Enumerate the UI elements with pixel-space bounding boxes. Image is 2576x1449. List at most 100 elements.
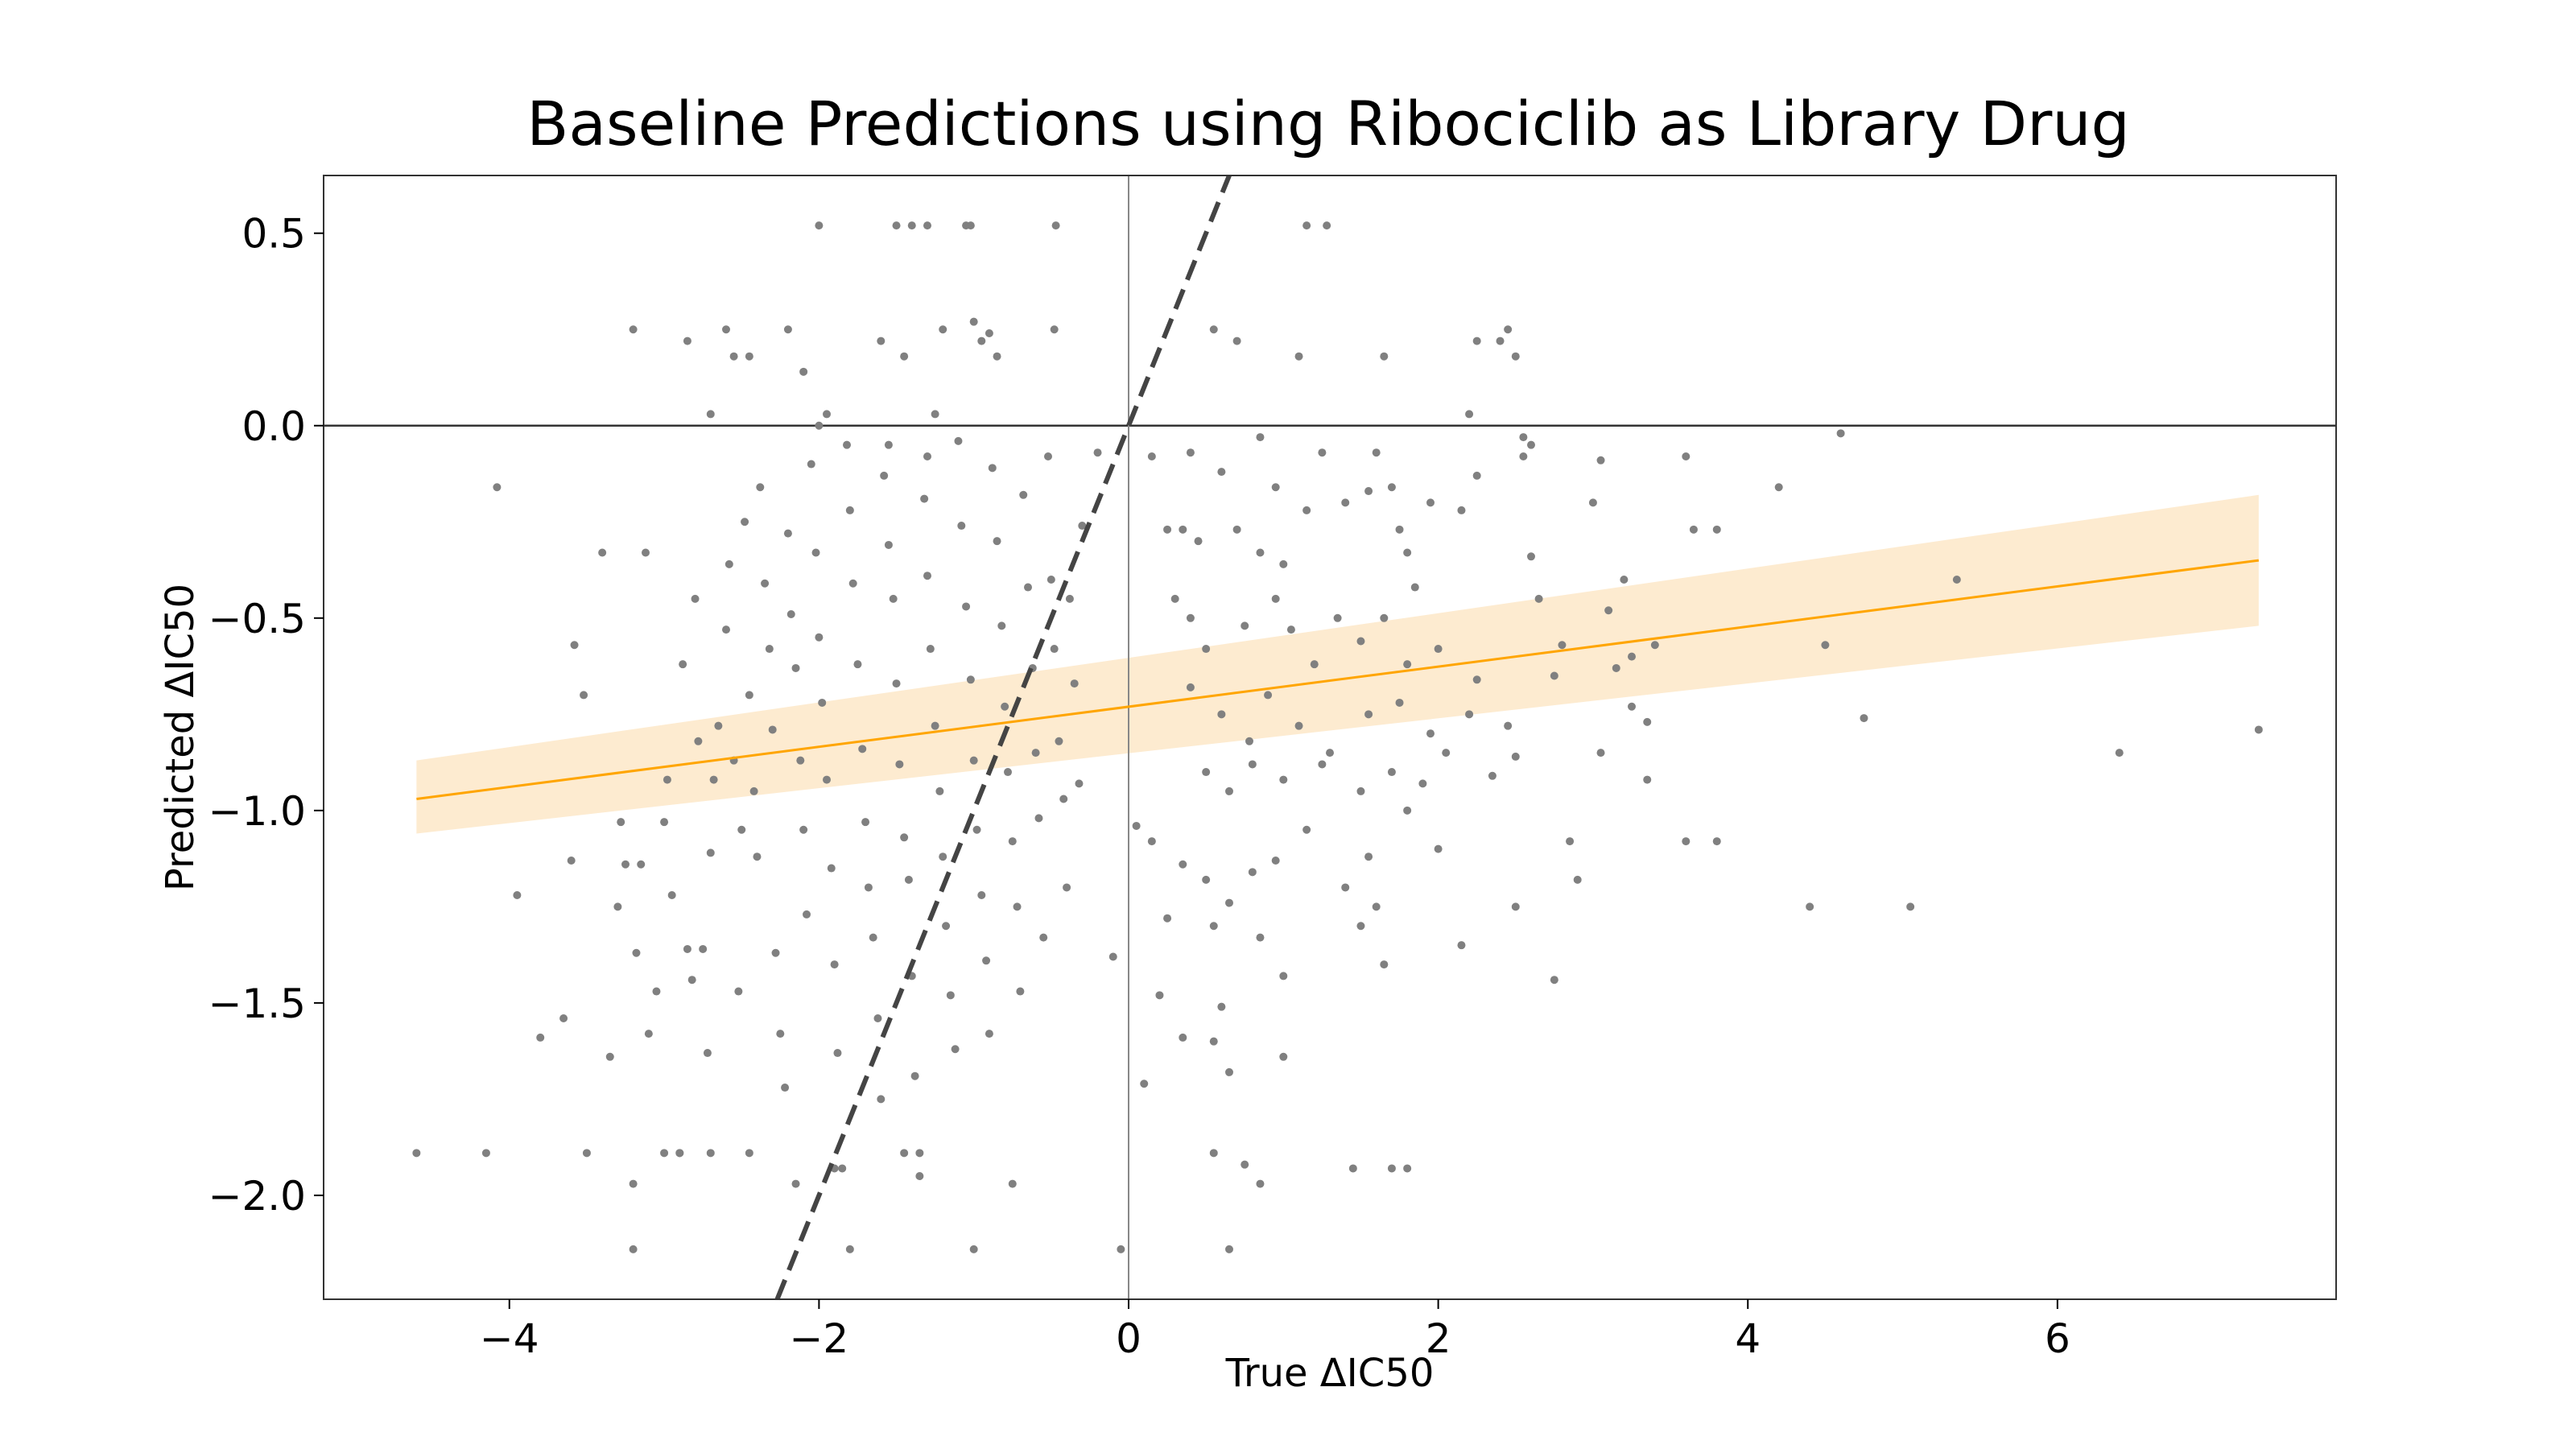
data-point: [1348, 1164, 1357, 1173]
data-point: [799, 367, 808, 376]
data-point: [1534, 594, 1543, 603]
x-tick-label: 4: [1735, 1315, 1761, 1362]
data-point: [683, 944, 691, 953]
data-point: [939, 852, 947, 861]
data-point: [969, 1245, 978, 1253]
data-point: [605, 1052, 614, 1061]
data-point: [536, 1033, 545, 1042]
data-point: [1294, 721, 1303, 730]
data-point: [1341, 498, 1350, 507]
data-point: [745, 691, 753, 700]
data-point: [823, 775, 831, 784]
data-point: [877, 336, 886, 345]
data-point: [1364, 852, 1373, 861]
data-point: [910, 1071, 919, 1080]
data-point: [1302, 221, 1311, 230]
data-point: [1318, 760, 1327, 769]
data-point: [1643, 717, 1652, 726]
data-point: [1326, 749, 1334, 758]
data-point: [1147, 837, 1156, 846]
data-point: [1628, 652, 1636, 661]
data-point: [1410, 583, 1419, 592]
data-point: [1279, 559, 1288, 568]
data-point: [706, 410, 715, 419]
data-point: [1078, 522, 1087, 530]
confidence-band: [416, 494, 2259, 834]
data-point: [982, 956, 991, 965]
data-point: [815, 221, 824, 230]
x-tick-label: 2: [1426, 1315, 1451, 1362]
data-point: [1063, 883, 1071, 892]
data-point: [1147, 452, 1156, 460]
data-point: [807, 460, 815, 469]
data-point: [1643, 775, 1652, 784]
data-point: [1202, 768, 1211, 777]
data-point: [722, 325, 730, 334]
data-point: [1836, 429, 1845, 438]
data-point: [1256, 933, 1265, 942]
x-tick-label: −2: [790, 1315, 849, 1362]
data-point: [985, 1030, 993, 1038]
data-point: [1333, 613, 1342, 622]
data-point: [1519, 452, 1528, 460]
data-point: [988, 464, 997, 473]
data-point: [1504, 325, 1513, 334]
data-point: [923, 452, 931, 460]
data-point: [915, 1172, 924, 1181]
data-point: [1194, 537, 1203, 546]
data-point: [853, 660, 862, 669]
regression-line: [416, 559, 2260, 800]
data-point: [923, 572, 931, 580]
data-point: [1225, 1245, 1233, 1253]
data-point: [1225, 1067, 1233, 1076]
data-point: [869, 933, 877, 942]
data-point: [1573, 875, 1582, 884]
data-point: [864, 883, 873, 892]
data-point: [939, 325, 947, 334]
data-point: [699, 944, 708, 953]
data-point: [749, 786, 758, 795]
data-point: [791, 1179, 800, 1188]
data-point: [1248, 868, 1257, 877]
identity-line: [774, 174, 1232, 1301]
data-point: [1682, 837, 1690, 846]
x-tick-label: 6: [2045, 1315, 2070, 1362]
data-point: [1024, 583, 1032, 592]
y-tick-label: −1.5: [208, 980, 306, 1027]
data-point: [761, 579, 770, 588]
data-point: [877, 1095, 886, 1104]
data-point: [1186, 448, 1195, 457]
data-point: [1256, 433, 1265, 442]
data-point: [1596, 456, 1605, 464]
data-point: [1117, 1245, 1125, 1253]
data-point: [783, 529, 792, 538]
data-point: [1434, 844, 1443, 853]
data-point: [977, 336, 986, 345]
data-point: [709, 775, 718, 784]
confidence-band-layer: [416, 494, 2259, 834]
data-point: [1209, 1149, 1218, 1158]
x-tick-label: 0: [1116, 1315, 1141, 1362]
chart-title: Baseline Predictions using Ribociclib as…: [526, 88, 2130, 159]
data-point: [1434, 645, 1443, 654]
data-point: [818, 698, 827, 707]
data-point: [1008, 837, 1017, 846]
data-point: [873, 1014, 882, 1022]
data-point: [1013, 902, 1022, 911]
data-point: [1209, 1037, 1218, 1046]
data-point: [892, 221, 901, 230]
data-point: [660, 818, 669, 827]
data-points-layer: [412, 221, 2263, 1253]
data-point: [1465, 710, 1474, 719]
data-point: [889, 594, 898, 603]
data-point: [781, 1084, 790, 1092]
data-point: [1302, 506, 1311, 514]
data-point: [582, 1149, 591, 1158]
data-point: [644, 1030, 653, 1038]
reference-lines-layer: [324, 175, 2336, 1299]
data-point: [1209, 922, 1218, 931]
data-point: [1821, 641, 1830, 650]
data-point: [768, 725, 777, 734]
data-point: [1286, 625, 1295, 634]
